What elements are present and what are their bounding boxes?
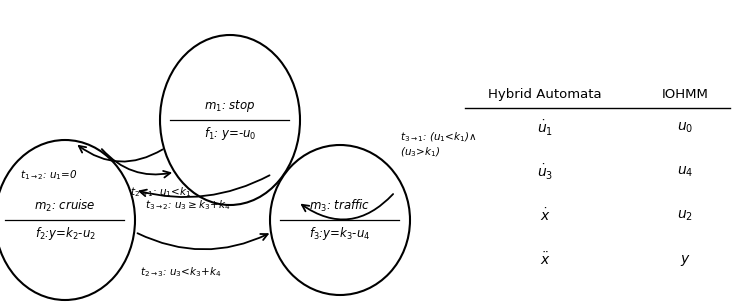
- Text: $\ddot{x}$: $\ddot{x}$: [539, 252, 551, 268]
- Text: $f_3$:$y$=$k_3$-$u_4$: $f_3$:$y$=$k_3$-$u_4$: [310, 225, 371, 242]
- Text: $f_1$: $y$=-$u_0$: $f_1$: $y$=-$u_0$: [203, 125, 257, 142]
- Text: $\dot{u}_3$: $\dot{u}_3$: [537, 162, 554, 181]
- Text: $y$: $y$: [680, 253, 690, 268]
- Text: $\dot{u}_1$: $\dot{u}_1$: [537, 119, 553, 137]
- Text: $m_2$: cruise: $m_2$: cruise: [34, 198, 96, 214]
- Text: $\dot{x}$: $\dot{x}$: [539, 208, 551, 224]
- Text: IOHMM: IOHMM: [661, 88, 708, 101]
- Ellipse shape: [0, 140, 135, 300]
- Text: $t_{2\rightarrow3}$: $u_3$<$k_3$+$k_4$: $t_{2\rightarrow3}$: $u_3$<$k_3$+$k_4$: [140, 265, 221, 279]
- Text: $t_{3\rightarrow1}$: ($u_1$<$k_1$)$\wedge$
($u_3$>$k_1$): $t_{3\rightarrow1}$: ($u_1$<$k_1$)$\wedg…: [400, 130, 476, 159]
- Text: $m_1$: stop: $m_1$: stop: [204, 98, 256, 114]
- Text: $t_{3\rightarrow2}$: $u_3$$\geq$$k_3$+$k_4$: $t_{3\rightarrow2}$: $u_3$$\geq$$k_3$+$k…: [145, 198, 230, 212]
- Text: $u_0$: $u_0$: [677, 121, 693, 135]
- Ellipse shape: [270, 145, 410, 295]
- Text: $t_{1\rightarrow2}$: $u_1$=0: $t_{1\rightarrow2}$: $u_1$=0: [20, 168, 78, 182]
- Text: $u_2$: $u_2$: [677, 209, 693, 223]
- Text: $u_4$: $u_4$: [677, 165, 693, 179]
- Ellipse shape: [160, 35, 300, 205]
- Text: $m_3$: traffic: $m_3$: traffic: [310, 198, 370, 214]
- Text: Hybrid Automata: Hybrid Automata: [488, 88, 602, 101]
- Text: $t_{2\rightarrow1}$: $u_1$<$k_1$: $t_{2\rightarrow1}$: $u_1$<$k_1$: [130, 185, 191, 199]
- Text: $f_2$:$y$=$k_2$-$u_2$: $f_2$:$y$=$k_2$-$u_2$: [34, 225, 96, 242]
